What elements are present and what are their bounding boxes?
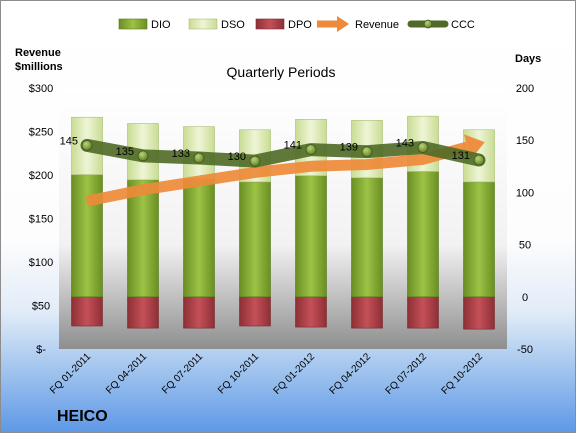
x-tick-label: FQ 01-2012 (272, 351, 318, 397)
revenue-arrowhead (463, 134, 485, 160)
ccc-data-label: 141 (284, 140, 302, 152)
x-tick-label: FQ 10-2011 (216, 351, 261, 396)
legend-swatch (337, 16, 349, 32)
legend-swatch (118, 18, 148, 30)
bar-dpo (463, 296, 495, 330)
left-tick-label: $150 (29, 214, 53, 226)
left-tick-label: $300 (29, 83, 53, 95)
ccc-data-label: 139 (340, 142, 358, 154)
left-tick-label: $200 (29, 170, 53, 182)
ccc-point (193, 152, 205, 164)
ccc-data-label: 135 (116, 146, 134, 158)
bar-dio (351, 177, 383, 298)
right-tick-label: 200 (516, 83, 534, 95)
legend-label: CCC (451, 19, 475, 31)
right-tick-label: 150 (516, 135, 534, 147)
bar-dpo (407, 296, 439, 329)
bar-dio (127, 179, 159, 298)
revenue-line (85, 141, 469, 207)
bar-dio (71, 174, 103, 298)
bar-dpo (183, 296, 215, 329)
bar-dio (295, 175, 327, 298)
legend-label: DSO (221, 19, 245, 31)
ccc-point (361, 146, 373, 158)
bar-dpo (239, 296, 271, 327)
bar-dio (183, 178, 215, 298)
ccc-point (473, 154, 485, 166)
right-tick-label: -50 (517, 344, 533, 356)
bar-dio (463, 181, 495, 298)
ccc-point (249, 155, 261, 167)
legend-label: DPO (288, 19, 312, 31)
legend-swatch (188, 18, 218, 30)
left-axis-title-line2: $millions (15, 61, 63, 73)
x-tick-label: FQ 04-2012 (328, 351, 374, 397)
ccc-data-label: 143 (396, 138, 414, 150)
x-tick-label: FQ 07-2012 (384, 351, 430, 397)
plot-area (59, 88, 507, 349)
bar-dio (407, 171, 439, 298)
left-tick-label: $100 (29, 257, 53, 269)
left-axis-title-line1: Revenue (15, 47, 61, 59)
right-tick-label: 100 (516, 187, 534, 199)
x-tick-label: FQ 10-2012 (440, 351, 486, 397)
bar-dpo (351, 296, 383, 329)
ccc-data-label: 133 (172, 148, 190, 160)
ccc-point (305, 144, 317, 155)
left-tick-label: $- (36, 344, 46, 356)
right-axis-title: Days (515, 53, 541, 65)
x-tick-label: FQ 04-2011 (104, 351, 149, 396)
ccc-data-label: 145 (60, 135, 78, 147)
ccc-point (417, 142, 429, 153)
ccc-point (137, 150, 149, 162)
bar-dpo (127, 296, 159, 329)
ccc-data-label: 131 (452, 150, 470, 162)
legend-swatch (423, 19, 433, 29)
legend-label: Revenue (355, 19, 399, 31)
ccc-line (80, 138, 486, 168)
right-tick-label: 0 (522, 292, 528, 304)
left-tick-label: $250 (29, 127, 53, 139)
left-tick-label: $50 (32, 301, 50, 313)
right-tick-label: 50 (519, 240, 531, 252)
x-tick-label: FQ 01-2011 (48, 351, 93, 396)
chart-title: Quarterly Periods (227, 64, 336, 80)
legend-label: DIO (151, 19, 171, 31)
bar-dio (239, 181, 271, 298)
company-name: HEICO (57, 408, 108, 425)
legend-swatch (255, 18, 285, 30)
bar-dpo (71, 296, 103, 327)
bar-dpo (295, 296, 327, 328)
ccc-point (81, 140, 93, 151)
x-tick-label: FQ 07-2011 (160, 351, 205, 396)
ccc-data-label: 130 (228, 151, 246, 163)
